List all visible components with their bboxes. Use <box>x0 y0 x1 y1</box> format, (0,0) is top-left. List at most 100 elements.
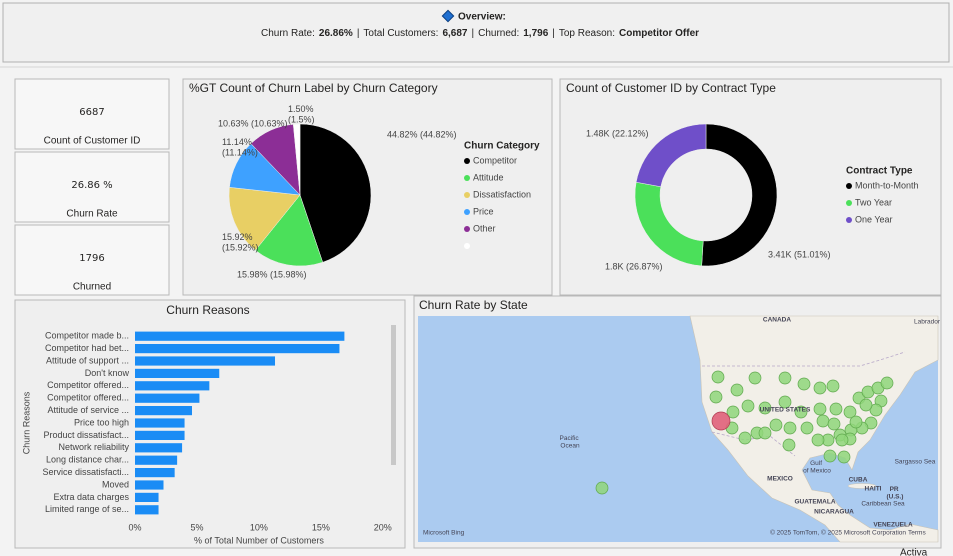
bar <box>135 406 192 416</box>
x-axis-label: % of Total Number of Customers <box>194 535 324 545</box>
legend-label: Two Year <box>855 197 892 207</box>
summary-label: Total Customers: <box>363 28 438 39</box>
map-dot <box>782 438 796 452</box>
map-dot <box>837 450 851 464</box>
bar <box>135 505 159 515</box>
card-value: 1796 <box>79 253 104 264</box>
text-line: 11.14% <box>222 137 254 147</box>
card <box>14 78 170 150</box>
map-dot <box>826 379 840 393</box>
text-line: Ocean <box>560 442 580 449</box>
map-dot <box>758 426 772 440</box>
chart-title: %GT Count of Churn Label by Churn Catego… <box>189 81 438 95</box>
card-label: Churn Rate <box>66 209 118 220</box>
card <box>14 151 170 223</box>
scrollbar[interactable] <box>391 325 396 465</box>
data-label: 11.14% (11.14%) <box>222 137 258 157</box>
map-dot <box>778 395 792 409</box>
y-tick-label: Competitor made b... <box>45 331 129 341</box>
y-axis-label: Churn Reasons <box>21 391 31 454</box>
card-value: 6687 <box>79 107 104 118</box>
map-dot <box>769 418 783 432</box>
text-line: PR <box>890 486 901 493</box>
bar <box>135 430 185 440</box>
map-dot <box>835 433 849 447</box>
legend-marker <box>846 200 852 206</box>
y-tick-label: Product dissatisfact... <box>43 430 129 440</box>
map-border <box>702 351 906 367</box>
summary-label: Churned: <box>478 28 519 39</box>
map-dot <box>595 481 609 495</box>
legend-marker <box>846 183 852 189</box>
map-label: UNITED STATES <box>760 407 811 414</box>
bar <box>135 344 340 354</box>
card-value: 26.86 % <box>71 180 112 191</box>
map-dot <box>849 415 863 429</box>
map-dot <box>859 398 873 412</box>
x-tick-label: 0% <box>128 522 141 532</box>
y-tick-label: Limited range of se... <box>45 504 129 514</box>
chart-title: Count of Customer ID by Contract Type <box>566 81 776 95</box>
map-attribution: © 2025 TomTom, © 2025 Microsoft Corporat… <box>770 529 906 537</box>
slice <box>701 123 778 267</box>
legend-marker <box>846 217 852 223</box>
map-dot <box>869 403 883 417</box>
header-panel <box>2 2 950 63</box>
map-label: VENEZUELA <box>873 522 913 529</box>
y-tick-label: Long distance char... <box>46 455 129 465</box>
legend-marker <box>464 175 470 181</box>
map-dot <box>843 405 857 419</box>
legend-marker <box>464 243 470 249</box>
map-dot <box>711 411 731 431</box>
map-label: NICARAGUA <box>814 509 854 516</box>
y-tick-label: Network reliability <box>58 442 129 452</box>
legend-label: Competitor <box>473 155 517 165</box>
data-label: 15.98% (15.98%) <box>237 269 307 279</box>
slice <box>299 123 372 263</box>
header-icon <box>441 9 455 23</box>
x-tick-label: 5% <box>190 522 203 532</box>
map-dot <box>813 381 827 395</box>
map-label: Gulf of Mexico <box>803 460 831 474</box>
map-dot <box>758 401 772 415</box>
slice <box>255 194 324 267</box>
header-summary: Churn Rate: 26.86% | Total Customers: 6,687 |… <box>261 28 699 39</box>
y-tick-label: Competitor offered... <box>47 393 129 403</box>
card-label: Churned <box>73 282 111 293</box>
legend-label: Price <box>473 206 494 216</box>
x-tick-label: 10% <box>250 522 268 532</box>
bar <box>135 331 345 341</box>
card-label: Count of Customer ID <box>44 136 141 147</box>
map-dot <box>738 431 752 445</box>
map-dot <box>741 399 755 413</box>
map-label: Pacific Ocean <box>560 435 581 449</box>
legend-marker <box>464 209 470 215</box>
text-line: Gulf <box>810 460 824 467</box>
bar <box>135 492 159 502</box>
map-terms[interactable]: Terms <box>908 530 926 537</box>
map-dot <box>816 414 830 428</box>
text-line: (15.92%) <box>222 243 259 253</box>
data-label: 1.50% (1.5%) <box>288 104 316 124</box>
legend-marker <box>464 192 470 198</box>
map-dot <box>709 390 723 404</box>
x-tick-label: 20% <box>374 522 392 532</box>
bar <box>135 393 200 403</box>
legend-label: Attitude <box>473 172 504 182</box>
y-tick-label: Competitor had bet... <box>45 343 129 353</box>
map-label: Sargasso Sea <box>895 459 936 466</box>
y-tick-label: Moved <box>102 479 129 489</box>
y-tick-label: Service dissatisfacti... <box>42 467 129 477</box>
text-line: (1.5%) <box>288 115 315 125</box>
map-label: GUATEMALA <box>794 499 835 506</box>
bar <box>135 443 183 453</box>
map-dot <box>823 449 837 463</box>
header-title: Overview: <box>458 12 506 23</box>
slice <box>228 187 301 251</box>
map-label: MEXICO <box>767 476 793 483</box>
y-tick-label: Attitude of service ... <box>47 405 129 415</box>
text-line: (U.S.) <box>887 493 904 500</box>
legend-label: Month-to-Month <box>855 180 919 190</box>
summary-separator: | <box>357 28 360 39</box>
